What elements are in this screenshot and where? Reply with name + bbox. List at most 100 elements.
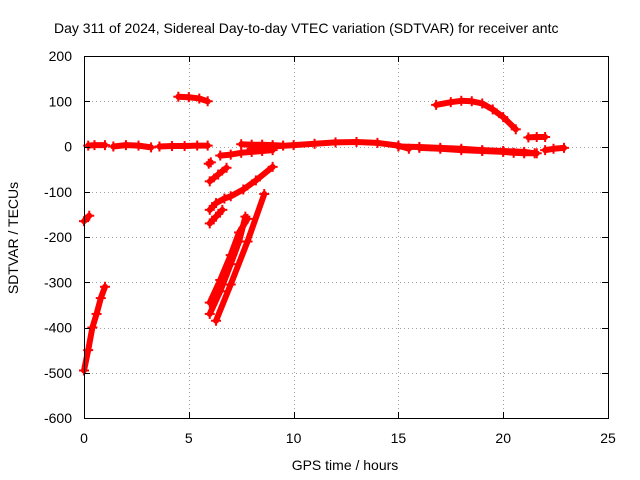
data-point — [108, 141, 119, 152]
data-point — [477, 98, 488, 109]
data-point — [173, 91, 184, 102]
series-trace — [110, 142, 155, 151]
data-point — [225, 250, 236, 261]
series-seg22 — [540, 142, 569, 156]
data-point — [540, 131, 551, 142]
data-point — [221, 162, 232, 173]
data-point — [217, 204, 228, 215]
data-point — [219, 193, 230, 204]
data-point — [510, 124, 521, 135]
series-seg17 — [267, 136, 414, 154]
y-tick-label: 0 — [64, 139, 72, 155]
data-point — [372, 137, 383, 148]
grid — [84, 56, 608, 418]
data-point — [288, 140, 299, 151]
data-point — [204, 297, 215, 308]
series-seg2 — [79, 281, 110, 376]
series-trace — [175, 93, 211, 105]
y-tick-label: -300 — [44, 274, 72, 290]
data-point — [202, 140, 213, 151]
x-tick-label: 20 — [495, 430, 511, 446]
data-point — [211, 315, 222, 326]
x-tick-label: 15 — [391, 430, 407, 446]
series-seg12 — [204, 213, 253, 308]
y-tick-label: -400 — [44, 320, 72, 336]
data-point — [242, 236, 253, 247]
data-point — [202, 96, 213, 107]
data-point — [250, 175, 261, 186]
data-point — [259, 189, 270, 200]
data-point — [91, 308, 102, 319]
data-point — [204, 176, 215, 187]
data-point — [508, 147, 519, 158]
series-layer — [79, 91, 569, 376]
series-seg1 — [79, 210, 95, 227]
data-point — [183, 92, 194, 103]
series-seg3 — [83, 140, 110, 151]
chart-title: Day 311 of 2024, Sidereal Day-to-day VTE… — [54, 20, 558, 36]
data-point — [540, 145, 551, 156]
data-point — [87, 322, 98, 333]
data-point — [225, 191, 236, 202]
series-trace — [213, 191, 268, 324]
x-tick-label: 25 — [600, 430, 616, 446]
data-point — [498, 146, 509, 157]
y-tick-label: 200 — [49, 48, 73, 64]
data-point — [242, 213, 253, 224]
data-point — [99, 281, 110, 292]
plot-frame — [84, 56, 609, 419]
data-point — [351, 136, 362, 147]
y-tick-label: 100 — [49, 93, 73, 109]
data-point — [393, 141, 404, 152]
data-point — [414, 142, 425, 153]
data-point — [309, 138, 320, 149]
series-seg20 — [431, 95, 521, 135]
data-point — [204, 218, 215, 229]
data-point — [330, 137, 341, 148]
data-point — [84, 210, 95, 221]
data-point — [477, 146, 488, 157]
data-point — [194, 93, 205, 104]
x-axis-label: GPS time / hours — [292, 457, 399, 473]
data-point — [95, 293, 106, 304]
x-tick-label: 0 — [80, 430, 88, 446]
data-point — [146, 142, 157, 153]
data-point — [215, 150, 226, 161]
data-point — [246, 143, 257, 154]
data-point — [456, 145, 467, 156]
data-point — [213, 169, 224, 180]
series-seg8 — [204, 162, 232, 187]
data-point — [203, 158, 214, 169]
data-point — [204, 204, 215, 215]
data-point — [498, 112, 509, 123]
data-point — [267, 141, 278, 152]
data-point — [236, 147, 247, 158]
data-point — [99, 140, 110, 151]
series-seg9 — [204, 204, 228, 229]
y-axis-label: SDTVAR / TECUs — [5, 182, 21, 294]
data-point — [487, 104, 498, 115]
data-point — [238, 184, 249, 195]
data-point — [225, 149, 236, 160]
data-point — [204, 308, 215, 319]
data-point — [234, 227, 245, 238]
axis-ticks — [84, 56, 609, 419]
data-point — [211, 198, 222, 209]
data-point — [531, 148, 542, 159]
data-point — [531, 131, 542, 142]
series-seg4 — [108, 140, 157, 153]
data-point — [89, 140, 100, 151]
data-point — [179, 141, 190, 152]
y-tick-label: -500 — [44, 365, 72, 381]
data-point — [466, 96, 477, 107]
y-tick-label: -200 — [44, 229, 72, 245]
series-seg7 — [203, 157, 216, 169]
data-point — [133, 140, 144, 151]
series-seg6 — [173, 91, 213, 107]
y-tick-labels: -600 -500 -400 -300 -200 -100 0 100 200 — [44, 48, 72, 426]
x-tick-label: 5 — [185, 430, 193, 446]
series-seg21 — [523, 131, 551, 143]
series-seg13 — [211, 189, 270, 326]
